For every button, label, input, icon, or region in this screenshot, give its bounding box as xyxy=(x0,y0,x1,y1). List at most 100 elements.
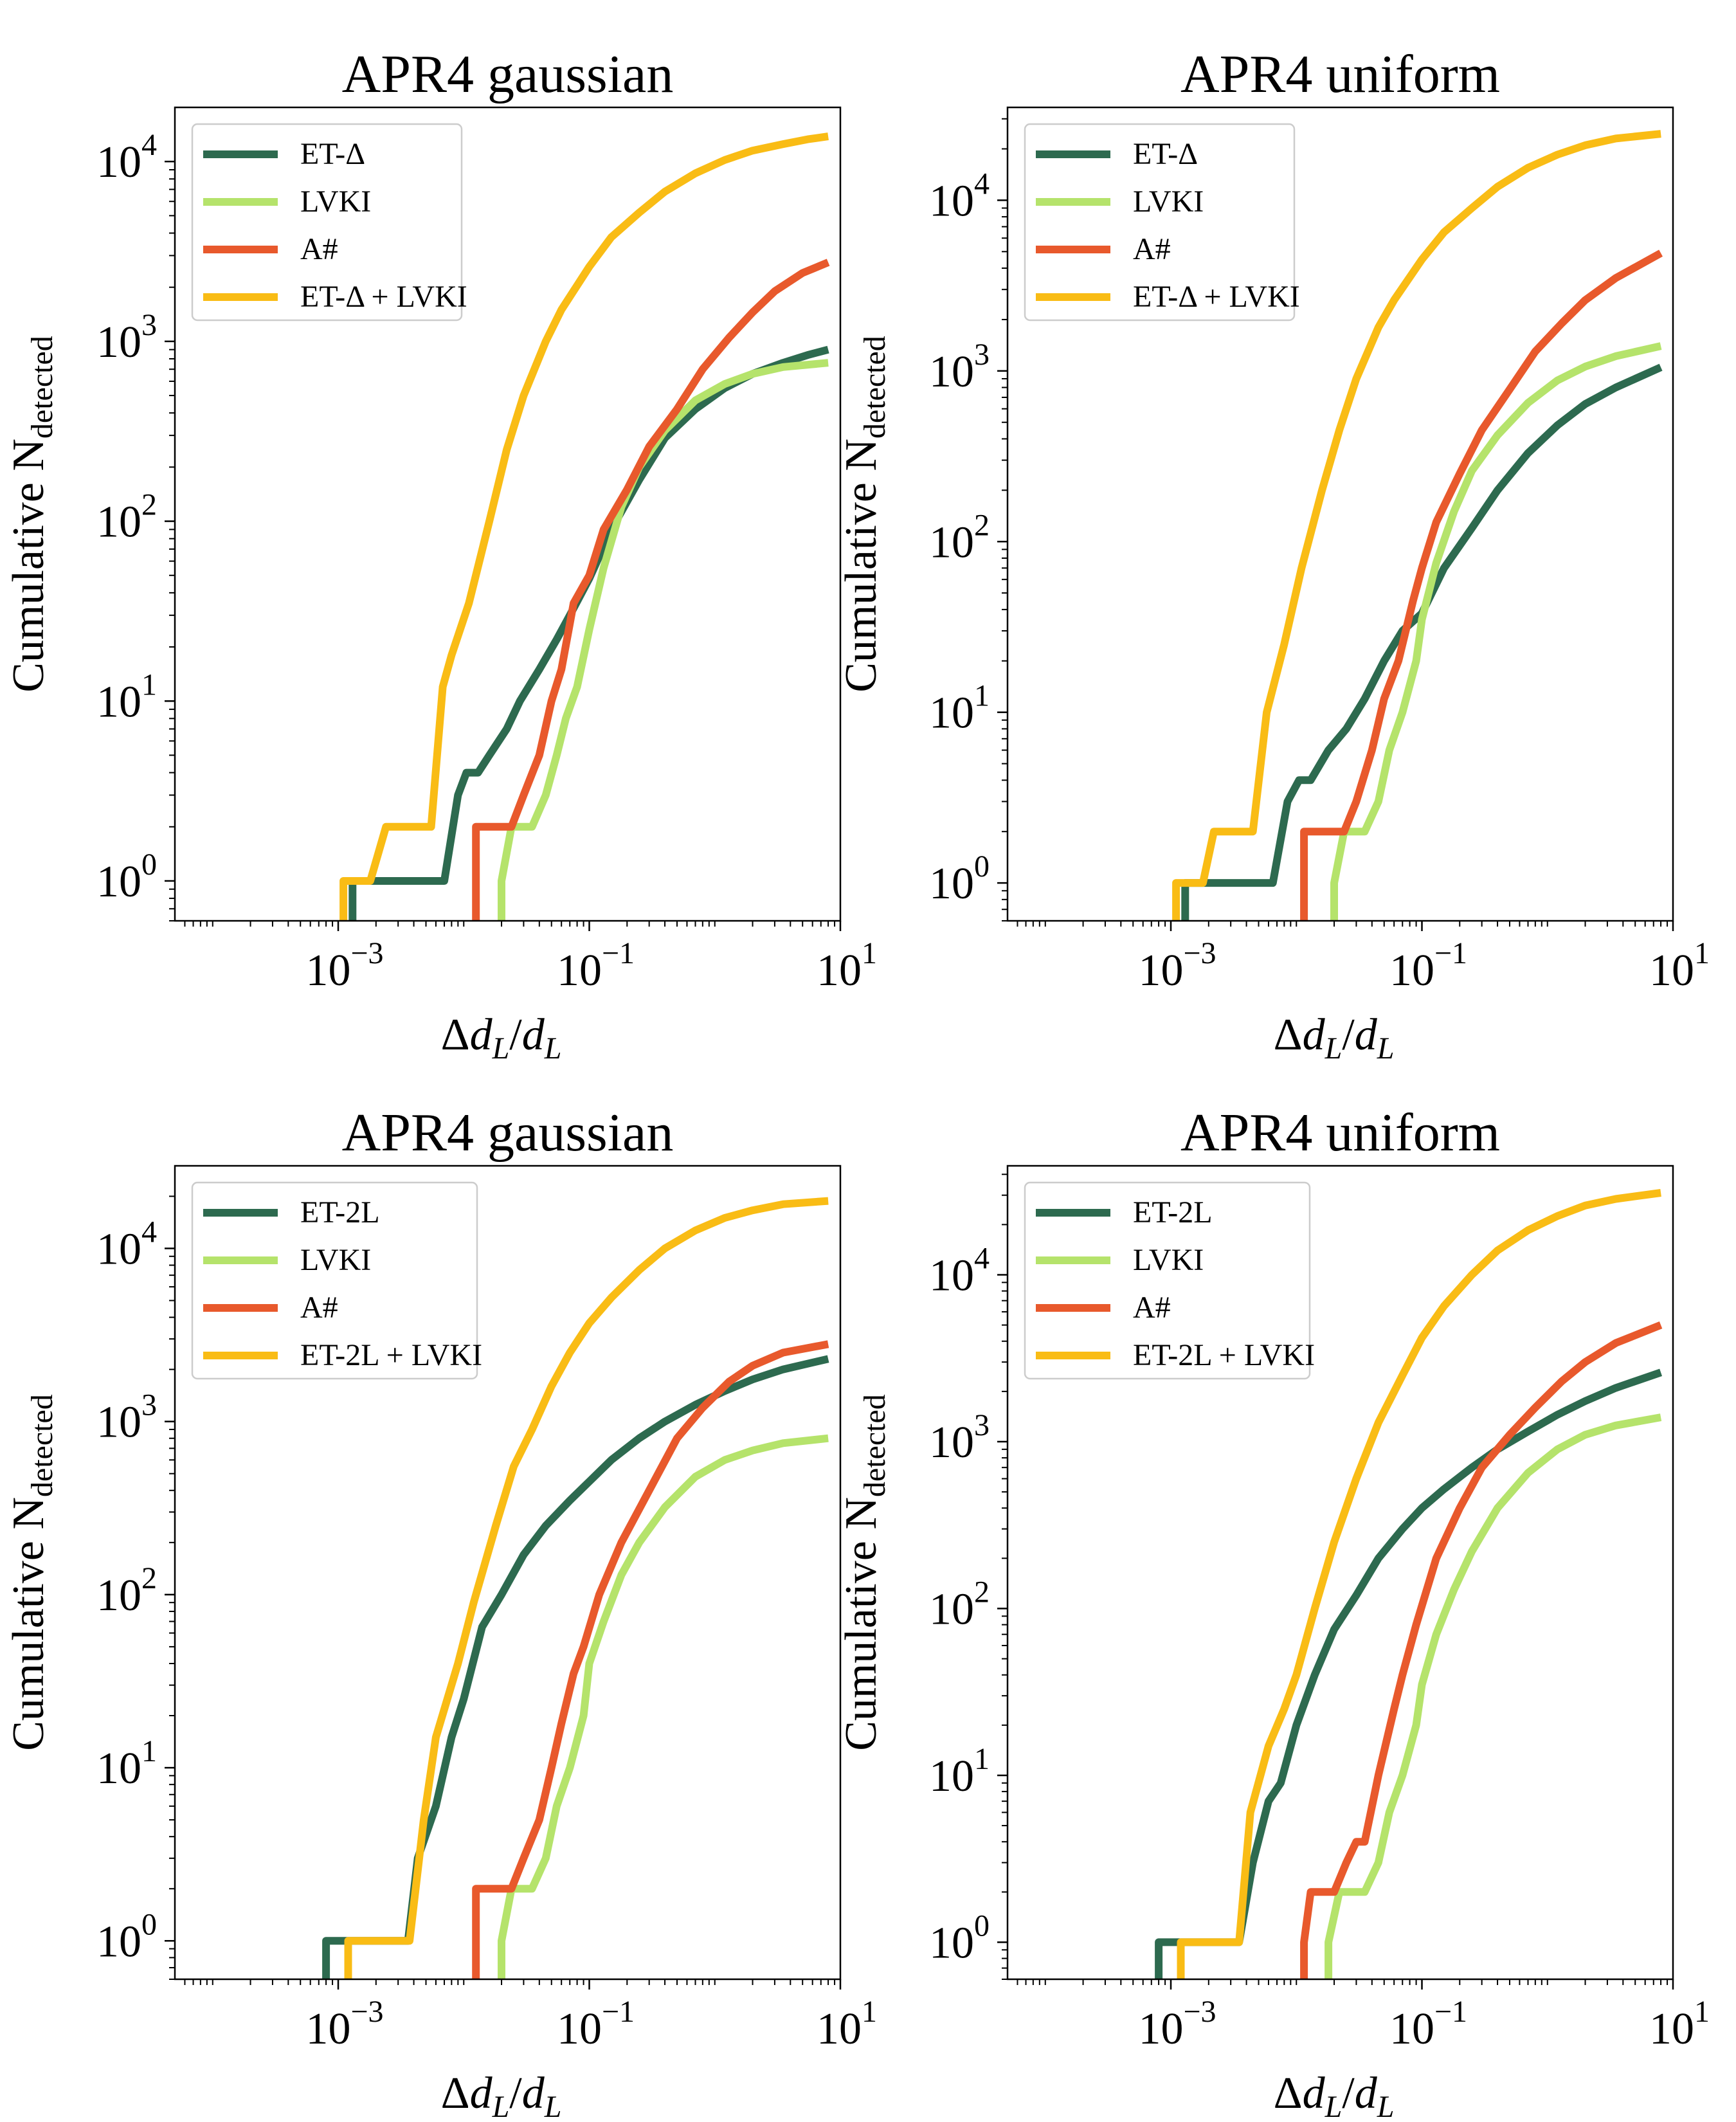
legend-label: A# xyxy=(1133,1291,1171,1325)
y-axis-label: Cumulative Ndetected xyxy=(836,336,892,693)
legend: ET-Δ LVKI A# ET-Δ + LVKI xyxy=(191,123,467,322)
series-lines xyxy=(339,132,830,921)
legend-box xyxy=(191,1181,478,1380)
y-minor-ticks xyxy=(169,1195,175,1980)
y-tick-label: 103 xyxy=(929,1408,990,1467)
legend-label: ET-Δ + LVKI xyxy=(1133,280,1300,314)
x-tick-label: 101 xyxy=(817,1995,877,2054)
y-tick-label: 104 xyxy=(929,167,990,226)
plot-frame xyxy=(1006,1165,1674,1981)
legend-label: A# xyxy=(300,232,338,266)
y-tick-label: 102 xyxy=(929,1575,990,1634)
y-tick-label: 100 xyxy=(96,848,157,907)
y-tick-label: 103 xyxy=(96,308,157,367)
x-axis-label: ΔdL/dL xyxy=(1274,2069,1395,2122)
legend-box xyxy=(191,123,463,322)
y-tick-label: 104 xyxy=(96,1215,157,1274)
y-axis-label: Cumulative Ndetected xyxy=(836,1394,892,1751)
legend-label: ET-2L + LVKI xyxy=(300,1338,482,1372)
y-tick-label: 103 xyxy=(96,1388,157,1447)
series-line-et-lvki xyxy=(339,132,829,921)
series-line-et-2l-lvki xyxy=(1177,1189,1661,1979)
series-lines xyxy=(1172,130,1663,921)
y-axis-label: Cumulative Ndetected xyxy=(4,336,59,693)
legend-label: LVKI xyxy=(1133,185,1204,219)
chart-title: APR4 gaussian xyxy=(342,44,674,104)
y-axis-label: Cumulative Ndetected xyxy=(4,1394,59,1751)
y-tick-label: 104 xyxy=(96,128,157,187)
plot-frame xyxy=(174,1165,842,1981)
x-minor-ticks xyxy=(184,921,836,927)
x-axis-label: ΔdL/dL xyxy=(1274,1010,1395,1066)
legend: ET-Δ LVKI A# ET-Δ + LVKI xyxy=(1024,123,1300,322)
legend-label: ET-Δ + LVKI xyxy=(300,280,467,314)
series-line-et- xyxy=(1181,363,1663,921)
series-line-lvki xyxy=(498,359,829,921)
y-tick-label: 104 xyxy=(929,1241,990,1300)
legend-label: LVKI xyxy=(1133,1243,1204,1277)
x-tick-label: 10−1 xyxy=(1389,1995,1467,2054)
x-minor-ticks xyxy=(1017,921,1668,927)
y-tick-label: 102 xyxy=(929,508,990,567)
chart-panel-4: APR4 uniform 100 101 102 103 104 10−3 10−1 101 Δd… xyxy=(836,1103,1710,2122)
x-tick-label: 101 xyxy=(1649,1995,1710,2054)
x-tick-label: 10−1 xyxy=(557,936,635,995)
x-minor-ticks xyxy=(184,1979,836,1985)
legend-label: A# xyxy=(300,1291,338,1325)
chart-title: APR4 uniform xyxy=(1180,1103,1500,1163)
y-tick-label: 100 xyxy=(929,1909,990,1968)
x-tick-label: 10−1 xyxy=(1389,936,1467,995)
x-tick-label: 101 xyxy=(1649,936,1710,995)
legend-label: LVKI xyxy=(300,185,371,219)
y-tick-label: 101 xyxy=(96,667,157,727)
y-tick-label: 102 xyxy=(96,1561,157,1620)
series-lines xyxy=(1155,1189,1663,1979)
y-tick-label: 102 xyxy=(96,488,157,547)
chart-panel-1: APR4 gaussian 100 101 102 103 104 10−3 10−1 101 Δ… xyxy=(4,44,877,1066)
y-tick-label: 101 xyxy=(929,679,990,738)
series-line-a- xyxy=(472,258,830,921)
series-line-a- xyxy=(472,1340,829,1979)
x-tick-label: 10−1 xyxy=(557,1995,635,2054)
x-tick-label: 10−3 xyxy=(305,1995,383,2054)
legend: ET-2L LVKI A# ET-2L + LVKI xyxy=(191,1181,482,1380)
series-line-a- xyxy=(1300,1321,1663,1979)
chart-panel-2: APR4 uniform 100 101 102 103 104 10−3 10−1 101 Δd… xyxy=(836,44,1710,1066)
chart-title: APR4 uniform xyxy=(1180,44,1500,104)
chart-panel-3: APR4 gaussian 100 101 102 103 104 10−3 10−1 101 Δ… xyxy=(4,1103,877,2122)
y-minor-ticks xyxy=(1002,118,1008,921)
series-line-lvki xyxy=(1330,342,1662,921)
legend-label: A# xyxy=(1133,232,1171,266)
x-tick-label: 10−3 xyxy=(1138,1995,1216,2054)
y-minor-ticks xyxy=(169,168,175,921)
x-minor-ticks xyxy=(1017,1979,1668,1985)
series-line-et-2l-lvki xyxy=(344,1197,829,1979)
legend: ET-2L LVKI A# ET-2L + LVKI xyxy=(1024,1181,1315,1380)
y-minor-ticks xyxy=(1002,1174,1008,1980)
x-axis-label: ΔdL/dL xyxy=(441,1010,562,1066)
series-lines xyxy=(322,1197,829,1979)
series-line-lvki xyxy=(1325,1413,1662,1979)
series-line-et-2l xyxy=(1155,1368,1663,1979)
legend-box xyxy=(1024,123,1296,322)
legend-label: ET-2L xyxy=(300,1195,380,1229)
y-tick-label: 100 xyxy=(96,1907,157,1966)
plot-frame xyxy=(174,106,842,922)
legend-label: ET-Δ xyxy=(1133,137,1198,171)
y-tick-label: 103 xyxy=(929,338,990,397)
x-tick-label: 101 xyxy=(817,936,877,995)
legend-label: LVKI xyxy=(300,1243,371,1277)
series-line-lvki xyxy=(498,1434,829,1979)
series-line-a- xyxy=(1300,249,1663,921)
y-tick-label: 100 xyxy=(929,849,990,909)
x-axis-label: ΔdL/dL xyxy=(441,2069,562,2122)
chart-title: APR4 gaussian xyxy=(342,1103,674,1163)
y-tick-label: 101 xyxy=(929,1742,990,1801)
legend-label: ET-2L xyxy=(1133,1195,1213,1229)
series-line-et-lvki xyxy=(1172,130,1661,921)
legend-label: ET-2L + LVKI xyxy=(1133,1338,1315,1372)
plot-frame xyxy=(1006,106,1674,922)
x-tick-label: 10−3 xyxy=(305,936,383,995)
legend-label: ET-Δ xyxy=(300,137,365,171)
